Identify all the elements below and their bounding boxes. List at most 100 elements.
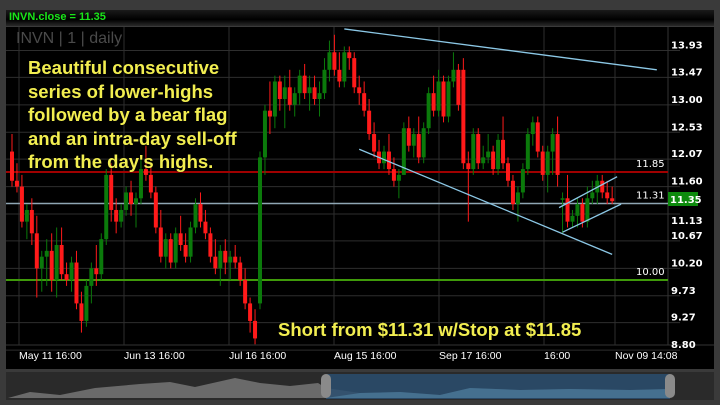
- candle-down: [29, 209, 34, 234]
- candle-down: [153, 192, 158, 228]
- note-line: Beautiful consecutive: [28, 57, 220, 78]
- candle-down: [386, 151, 391, 170]
- candle-down: [178, 233, 183, 245]
- candle-up: [322, 69, 327, 94]
- candle-down: [510, 180, 515, 205]
- candle-down: [19, 186, 24, 222]
- candle-down: [600, 180, 605, 193]
- y-axis: 13.93 13.47 13.00 12.53 12.07 11.60 11.13 10.67…: [671, 41, 703, 352]
- chart-header: INVN.close = 11.35: [6, 10, 714, 26]
- candle-down: [416, 134, 421, 158]
- y-tick-label: 9.27: [671, 313, 696, 324]
- candle-up: [486, 151, 491, 158]
- trend-line: [358, 148, 613, 255]
- candle-down: [34, 233, 39, 269]
- candle-down: [109, 174, 114, 210]
- candle-down: [208, 233, 213, 257]
- navigator-left-handle[interactable]: [321, 374, 331, 398]
- candle-down: [347, 52, 352, 59]
- trend-line: [562, 203, 622, 233]
- candle-down: [535, 122, 540, 152]
- candle-down: [461, 69, 466, 164]
- candle-up: [396, 174, 401, 181]
- candle-up: [258, 157, 262, 304]
- candle-down: [372, 134, 377, 152]
- candle-down: [243, 280, 248, 304]
- candle-down: [238, 262, 243, 281]
- x-axis: May 11 16:00 Jun 13 16:00 Jul 16 16:00 Aug …: [19, 350, 678, 362]
- candle-up: [570, 215, 575, 222]
- candle-up: [297, 75, 302, 94]
- header-title: INVN.close = 11.35: [9, 11, 106, 23]
- candle-down: [506, 163, 510, 181]
- candle-down: [332, 52, 337, 70]
- candle-up: [382, 151, 386, 164]
- candle-down: [94, 268, 99, 275]
- candle-up: [451, 69, 456, 82]
- candle-up: [530, 122, 535, 135]
- candle-down: [406, 128, 411, 146]
- x-tick-label: Aug 15 16:00: [334, 350, 397, 362]
- candle-up: [262, 110, 267, 158]
- candle-up: [545, 151, 550, 175]
- candle-down: [367, 110, 372, 135]
- candle-up: [471, 134, 476, 170]
- candle-down: [352, 58, 357, 88]
- candle-down: [466, 163, 471, 170]
- candle-down: [441, 81, 446, 117]
- x-tick-label: Jul 16 16:00: [229, 350, 286, 362]
- candle-up: [515, 192, 520, 205]
- candle-up: [411, 134, 416, 146]
- level-label: 10.00: [636, 267, 665, 278]
- candle-down: [610, 198, 615, 202]
- candle-down: [391, 169, 396, 181]
- x-tick-label: May 11 16:00: [19, 350, 82, 362]
- y-tick-label: 11.60: [671, 177, 703, 188]
- candle-down: [233, 256, 238, 263]
- navigator-right-handle[interactable]: [665, 374, 675, 398]
- candle-down: [431, 93, 436, 111]
- candle-up: [24, 209, 29, 222]
- y-tick-label: 9.73: [671, 286, 696, 297]
- candle-down: [64, 274, 69, 281]
- candle-up: [138, 169, 143, 199]
- candle-down: [476, 134, 481, 164]
- candle-down: [14, 180, 19, 187]
- candle-down: [605, 192, 610, 199]
- candle-up: [89, 268, 94, 286]
- candle-up: [327, 52, 332, 70]
- note-line: series of lower-highs: [28, 80, 214, 102]
- candle-up: [520, 169, 525, 193]
- candle-up: [585, 198, 590, 222]
- level-label: 11.31: [636, 191, 665, 202]
- candle-up: [193, 204, 198, 228]
- candle-up: [317, 93, 322, 99]
- candle-up: [496, 139, 501, 170]
- y-tick-label: 13.00: [671, 95, 703, 106]
- x-tick-label: Jun 13 16:00: [124, 350, 185, 362]
- candle-down: [357, 87, 362, 94]
- note-line: and an intra-day sell-off: [28, 127, 237, 149]
- price-tag: 11.35: [668, 192, 702, 206]
- candle-up: [426, 93, 431, 129]
- candle-down: [253, 320, 258, 339]
- candle-up: [436, 81, 441, 111]
- candle-up: [54, 245, 59, 281]
- navigator[interactable]: [6, 372, 714, 400]
- candle-up: [124, 192, 129, 210]
- x-tick-label: 16:00: [544, 350, 570, 362]
- candle-down: [223, 250, 228, 263]
- trade-note: Short from $11.31 w/Stop at $11.85: [278, 319, 582, 340]
- candle-up: [292, 93, 297, 105]
- y-tick-label: 12.53: [671, 122, 703, 133]
- y-tick-label: 10.67: [671, 231, 703, 242]
- candle-down: [337, 69, 342, 82]
- y-tick-label: 13.47: [671, 67, 703, 78]
- candle-down: [10, 151, 14, 181]
- candle-up: [44, 250, 49, 257]
- candle-up: [99, 239, 104, 275]
- candle-up: [550, 134, 555, 152]
- candle-down: [158, 227, 163, 257]
- trend-line: [344, 28, 657, 71]
